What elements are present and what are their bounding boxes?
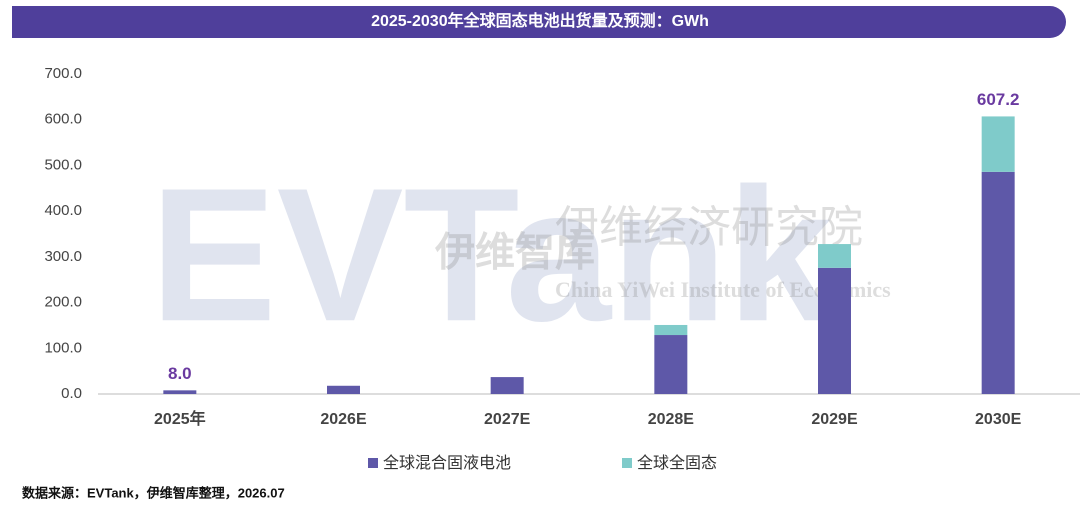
legend-swatch [622,458,632,468]
y-tick-label: 500.0 [44,156,82,173]
bar-segment [981,116,1015,172]
legend-label: 全球全固态 [637,454,717,472]
source-note: 数据来源：EVTank，伊维智库整理，2026.07 [22,485,285,500]
watermark-cn-full: 伊维经济研究院 [555,203,863,252]
y-tick-label: 0.0 [61,385,82,402]
bar-segment [818,244,851,268]
y-tick-label: 400.0 [44,202,82,219]
total-label: 8.0 [168,364,192,383]
chart-title: 2025-2030年全球固态电池出货量及预测：GWh [371,11,709,30]
x-tick-label: 2028E [648,411,695,428]
watermark: EVTank [150,149,833,361]
y-tick-label: 300.0 [44,248,82,265]
legend-label: 全球混合固液电池 [383,454,511,472]
watermark-logo: EVTank [150,149,833,361]
x-tick-label: 2025年 [154,409,206,428]
title-bar [12,6,1066,38]
x-tick-label: 2030E [975,411,1022,428]
bar-segment [981,171,1015,394]
x-tick-label: 2029E [811,411,858,428]
y-tick-label: 200.0 [44,294,82,311]
x-tick-label: 2027E [484,411,531,428]
total-label: 607.2 [977,90,1020,109]
bar-segment [163,390,197,394]
y-tick-label: 100.0 [44,339,82,356]
y-tick-label: 700.0 [44,65,82,82]
x-tick-label: 2026E [320,411,367,428]
bar-segment [327,385,360,394]
bar-segment [490,377,524,394]
bar-segment [818,267,851,394]
bar-segment [654,324,688,336]
watermark-cn-short: 伊维智库 [434,231,595,275]
y-tick-label: 600.0 [44,111,82,128]
legend-swatch [368,458,378,468]
bar-segment [654,335,688,394]
